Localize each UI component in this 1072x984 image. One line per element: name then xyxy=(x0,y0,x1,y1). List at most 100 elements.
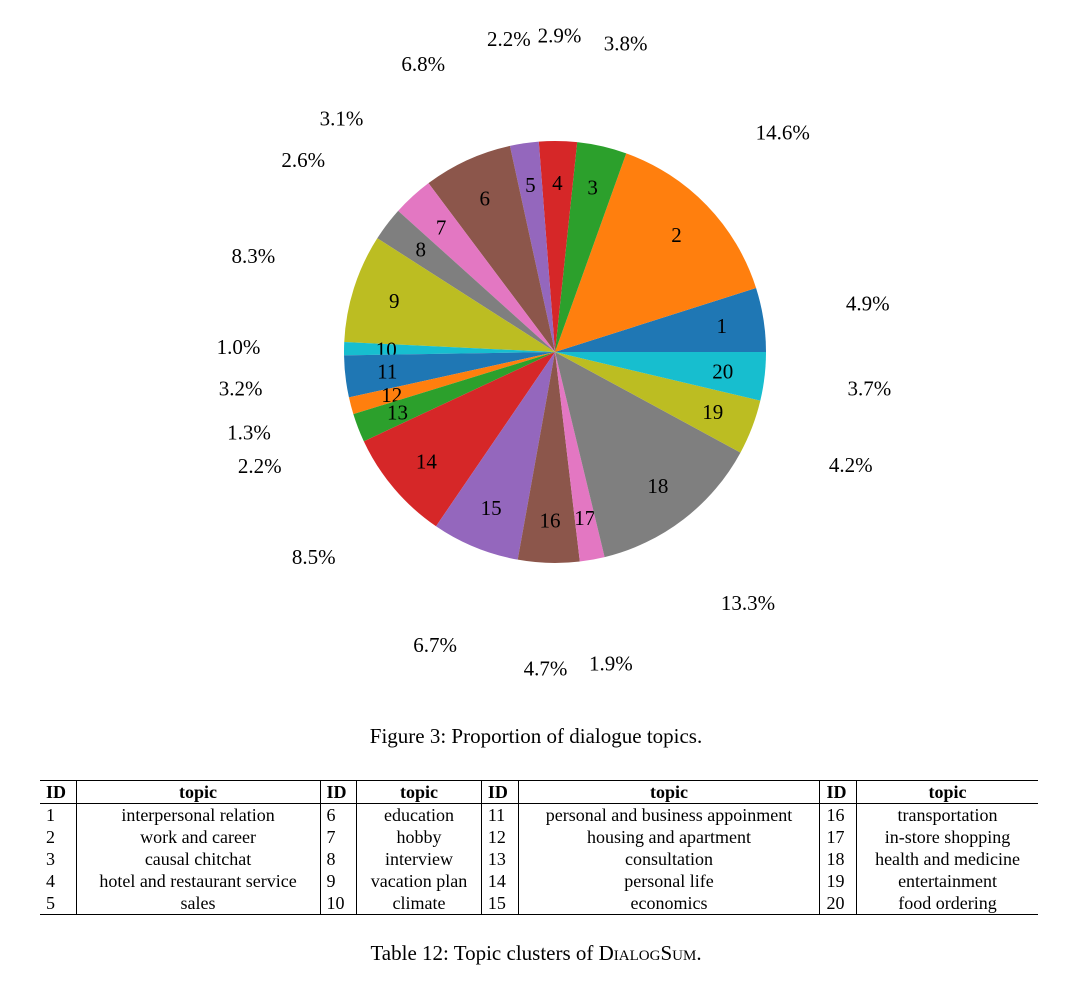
slice-percent-label: 2.2% xyxy=(487,27,531,51)
slice-id-label: 9 xyxy=(389,289,400,313)
pie-slice-16 xyxy=(517,352,580,563)
slice-percent-label: 4.9% xyxy=(846,291,890,315)
slice-percent-label: 6.7% xyxy=(413,633,457,657)
cell-topic: education xyxy=(356,803,482,826)
header-topic: topic xyxy=(356,780,482,804)
slice-id-label: 13 xyxy=(387,401,408,425)
slice-percent-label: 14.6% xyxy=(756,120,810,144)
cell-topic: work and career xyxy=(75,826,321,848)
table-row: 5 sales 10 climate 15 economics 20 food … xyxy=(40,892,1038,915)
slice-id-label: 4 xyxy=(552,171,563,195)
table-header-row: ID topic ID topic ID topic ID topic xyxy=(40,780,1038,804)
cell-id: 17 xyxy=(819,826,857,848)
slice-id-label: 20 xyxy=(712,360,733,384)
cell-id: 6 xyxy=(319,803,357,826)
slice-percent-label: 1.3% xyxy=(227,421,271,445)
cell-topic: vacation plan xyxy=(356,870,482,892)
header-id: ID xyxy=(319,780,357,804)
slice-id-label: 16 xyxy=(540,509,561,533)
cell-topic: consultation xyxy=(517,848,820,870)
cell-id: 5 xyxy=(40,892,77,915)
cell-topic: in-store shopping xyxy=(856,826,1038,848)
cell-id: 13 xyxy=(480,848,518,870)
cell-topic: food ordering xyxy=(856,892,1038,915)
pie-slice-12 xyxy=(348,352,555,415)
cell-topic: personal life xyxy=(517,870,820,892)
cell-id: 10 xyxy=(319,892,357,915)
cell-id: 3 xyxy=(46,849,55,869)
cell-id: 18 xyxy=(819,848,857,870)
pie-slice-17 xyxy=(555,352,605,562)
slice-percent-label: 6.8% xyxy=(401,52,445,76)
pie-slice-2 xyxy=(555,153,757,352)
cell-id: 2 xyxy=(46,827,55,847)
header-topic: topic xyxy=(75,780,321,804)
header-id: ID xyxy=(480,780,518,804)
pie-slice-6 xyxy=(428,145,555,352)
cell-id: 14 xyxy=(480,870,518,892)
slice-id-label: 7 xyxy=(436,215,447,239)
cell-topic: hobby xyxy=(356,826,482,848)
slice-id-label: 15 xyxy=(481,496,502,520)
cell-topic: interview xyxy=(356,848,482,870)
cell-topic: sales xyxy=(75,892,321,915)
pie-slice-13 xyxy=(353,352,555,442)
slice-id-label: 2 xyxy=(671,223,682,247)
slice-percent-label: 3.8% xyxy=(604,32,648,56)
cell-id: 19 xyxy=(819,870,857,892)
slice-id-label: 11 xyxy=(377,360,397,384)
cell-id: 16 xyxy=(819,803,857,826)
pie-slice-7 xyxy=(398,183,555,352)
table-row: 1 interpersonal relation 6 education 11 … xyxy=(40,803,1038,826)
cell-topic: interpersonal relation xyxy=(75,803,321,826)
cell-topic: health and medicine xyxy=(856,848,1038,870)
pie-slice-18 xyxy=(555,352,741,558)
slice-id-label: 1 xyxy=(717,314,728,338)
figure-caption: Figure 3: Proportion of dialogue topics. xyxy=(369,724,703,748)
dataset-name: DialogSum xyxy=(598,941,697,965)
slice-percent-label: 8.3% xyxy=(232,244,276,268)
pie-slice-5 xyxy=(509,141,555,352)
cell-id: 11 xyxy=(480,803,518,826)
slice-percent-label: 4.2% xyxy=(829,453,873,477)
pie-chart: 1 4.9% 2 14.6% 3 3.8% 4 2.9% 5 2.2% 6 6.8% 7 3.1% 8 2.6… xyxy=(217,24,892,681)
table-caption: Table 12: Topic clusters of DialogSum. xyxy=(0,941,1072,966)
table-caption-prefix: Table 12: Topic clusters of xyxy=(370,941,599,965)
pie-slice-8 xyxy=(377,210,555,352)
cell-topic: hotel and restaurant service xyxy=(75,870,321,892)
topic-table: ID topic ID topic ID topic ID topic 1 in… xyxy=(40,780,1038,915)
pie-slice-10 xyxy=(344,342,555,356)
slice-percent-label: 2.9% xyxy=(538,24,582,48)
slice-percent-label: 3.7% xyxy=(848,377,892,401)
table-row: 3 causal chitchat 8 interview 13 consult… xyxy=(40,848,1038,870)
slice-id-label: 6 xyxy=(479,187,490,211)
slice-percent-label: 2.2% xyxy=(238,454,282,478)
slice-id-label: 14 xyxy=(416,449,438,473)
table-caption-suffix: . xyxy=(696,941,702,965)
pie-slice-9 xyxy=(344,238,555,352)
table-row: 4 hotel and restaurant service 9 vacatio… xyxy=(40,870,1038,892)
slice-id-label: 17 xyxy=(574,506,595,530)
header-topic: topic xyxy=(517,780,820,804)
cell-id: 9 xyxy=(319,870,357,892)
pie-slice-11 xyxy=(344,352,555,398)
cell-topic: causal chitchat xyxy=(75,848,321,870)
pie-slice-4 xyxy=(538,141,578,352)
cell-id: 1 xyxy=(46,805,55,825)
slice-percent-label: 4.7% xyxy=(524,656,568,680)
table-row: 2 work and career 7 hobby 12 housing and… xyxy=(40,826,1038,848)
cell-topic: housing and apartment xyxy=(517,826,820,848)
header-id: ID xyxy=(819,780,857,804)
slice-percent-label: 3.2% xyxy=(219,377,263,401)
slice-id-label: 19 xyxy=(702,400,723,424)
pie-slice-20 xyxy=(555,352,766,401)
cell-topic: entertainment xyxy=(856,870,1038,892)
slice-id-label: 5 xyxy=(525,173,536,197)
cell-id: 4 xyxy=(46,871,55,891)
slice-id-label: 3 xyxy=(587,175,598,199)
cell-id: 20 xyxy=(819,892,857,915)
slice-percent-label: 13.3% xyxy=(721,591,775,615)
slice-percent-label: 2.6% xyxy=(281,148,325,172)
cell-id: 12 xyxy=(480,826,518,848)
cell-id: 15 xyxy=(480,892,518,915)
